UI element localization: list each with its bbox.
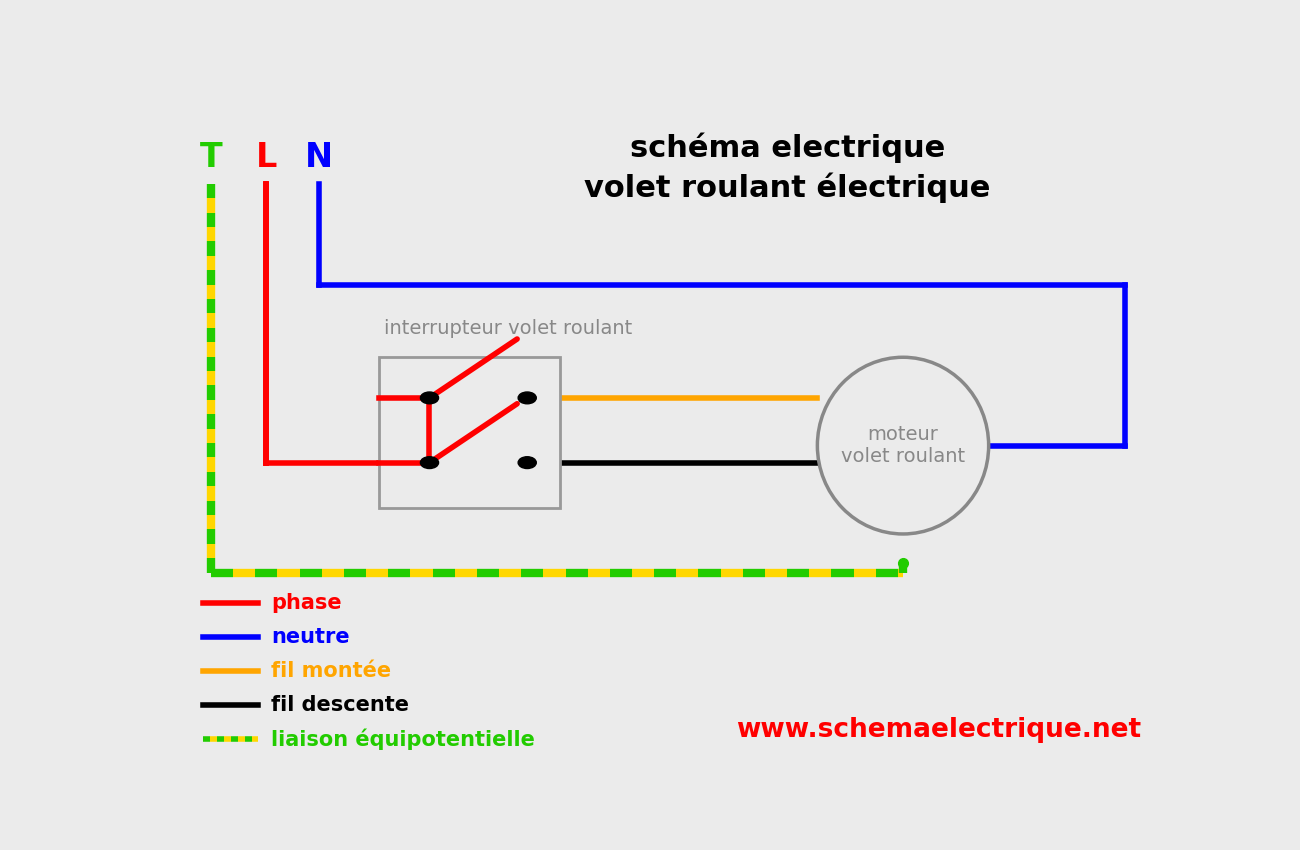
Text: phase: phase xyxy=(272,592,342,613)
Text: L: L xyxy=(256,141,277,174)
Text: liaison équipotentielle: liaison équipotentielle xyxy=(272,728,536,750)
Text: fil descente: fil descente xyxy=(272,694,410,715)
Text: moteur
volet roulant: moteur volet roulant xyxy=(841,425,965,466)
Text: interrupteur volet roulant: interrupteur volet roulant xyxy=(385,319,632,337)
Text: schéma electrique
volet roulant électrique: schéma electrique volet roulant électriq… xyxy=(584,132,991,203)
Circle shape xyxy=(519,392,537,404)
Text: neutre: neutre xyxy=(272,626,350,647)
Text: fil montée: fil montée xyxy=(272,660,391,681)
Text: www.schemaelectrique.net: www.schemaelectrique.net xyxy=(736,717,1141,743)
Ellipse shape xyxy=(818,357,988,534)
Text: N: N xyxy=(304,141,333,174)
Bar xyxy=(380,357,560,507)
Circle shape xyxy=(420,392,438,404)
Text: T: T xyxy=(199,141,222,174)
Circle shape xyxy=(519,456,537,468)
Circle shape xyxy=(420,456,438,468)
